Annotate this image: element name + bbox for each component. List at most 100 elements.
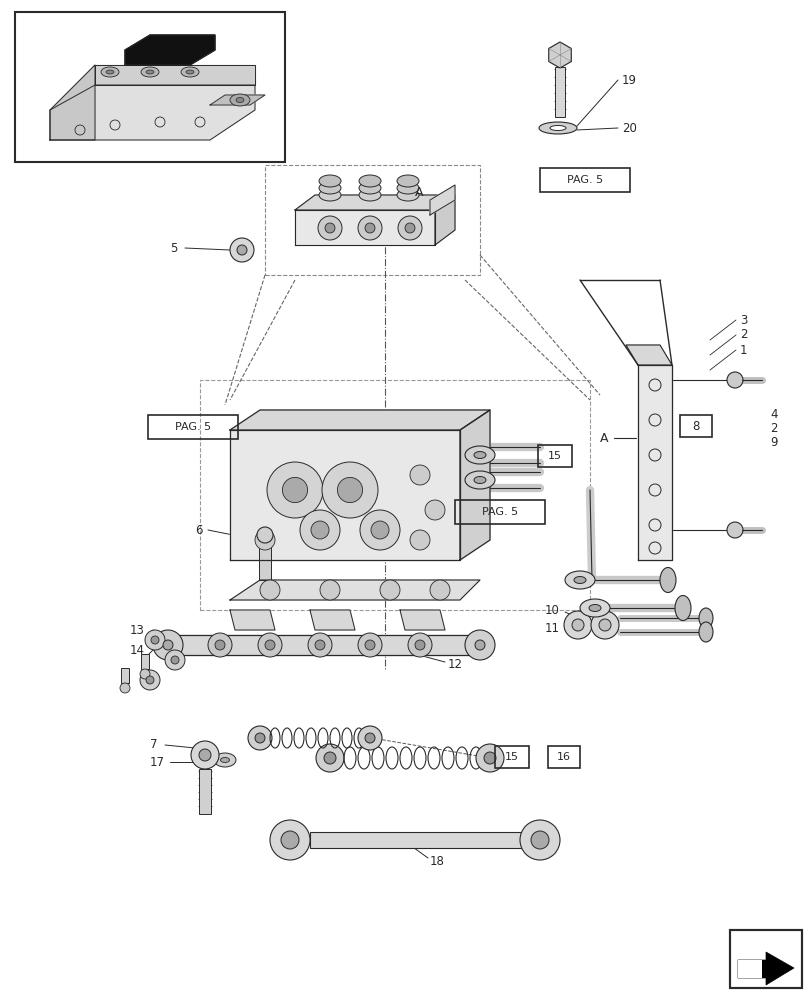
Bar [199,769,211,814]
Ellipse shape [397,189,418,201]
Circle shape [191,741,219,769]
Circle shape [410,530,430,550]
Polygon shape [230,610,275,630]
Ellipse shape [599,619,610,631]
Circle shape [365,640,375,650]
Circle shape [483,752,496,764]
Ellipse shape [163,640,173,650]
Polygon shape [50,65,95,140]
Polygon shape [435,195,454,245]
Ellipse shape [674,595,690,620]
Ellipse shape [319,182,341,194]
Ellipse shape [564,571,594,589]
Ellipse shape [230,94,250,106]
Text: 6: 6 [195,524,202,536]
Text: 9: 9 [769,436,777,450]
Circle shape [230,238,254,262]
Bar [15,12,285,162]
Ellipse shape [236,98,243,103]
Ellipse shape [146,70,154,74]
Text: 4: 4 [769,408,777,422]
Text: 2: 2 [769,422,777,436]
Text: 1: 1 [739,344,747,357]
Text: PAG. 5: PAG. 5 [566,175,603,185]
Circle shape [255,530,275,550]
Circle shape [257,527,272,543]
Text: 10: 10 [544,603,560,616]
Ellipse shape [181,67,199,77]
Bar [554,67,564,117]
Text: 11: 11 [544,621,560,634]
Polygon shape [294,195,454,210]
Ellipse shape [319,175,341,187]
Ellipse shape [590,611,618,639]
Bar [259,540,271,580]
Circle shape [380,580,400,600]
Circle shape [247,726,272,750]
Circle shape [267,462,323,518]
Circle shape [475,744,504,772]
Ellipse shape [186,70,194,74]
Circle shape [318,216,341,240]
Circle shape [215,640,225,650]
Text: 12: 12 [448,658,462,672]
Circle shape [139,669,150,679]
Bar [495,746,528,768]
Polygon shape [737,952,793,985]
Ellipse shape [221,758,230,762]
Bar [539,168,629,192]
Ellipse shape [397,182,418,194]
Ellipse shape [465,446,495,464]
Bar [538,445,571,467]
Polygon shape [637,365,672,560]
Text: 20: 20 [621,122,636,135]
Circle shape [199,749,211,761]
Circle shape [424,500,444,520]
Circle shape [359,510,400,550]
Ellipse shape [358,175,380,187]
Polygon shape [50,85,255,140]
Circle shape [405,223,414,233]
Bar [200,380,590,610]
Bar [679,415,711,437]
Circle shape [315,640,324,650]
Polygon shape [400,610,444,630]
Circle shape [120,683,130,693]
Polygon shape [625,345,672,365]
Circle shape [324,752,336,764]
Polygon shape [125,35,215,65]
Circle shape [237,245,247,255]
Circle shape [270,820,310,860]
Circle shape [371,521,388,539]
Polygon shape [230,410,489,430]
Ellipse shape [698,622,712,642]
Ellipse shape [588,604,600,611]
Circle shape [726,372,742,388]
Bar [121,668,129,683]
Text: 14: 14 [130,644,145,656]
Ellipse shape [141,67,159,77]
Circle shape [358,633,381,657]
Circle shape [311,521,328,539]
Circle shape [358,726,381,750]
Ellipse shape [573,576,586,584]
Ellipse shape [465,630,495,660]
Ellipse shape [474,452,486,458]
Text: 2: 2 [739,328,747,342]
Text: A: A [414,186,423,199]
Circle shape [307,633,332,657]
Circle shape [358,216,381,240]
Circle shape [397,216,422,240]
Polygon shape [460,410,489,560]
Circle shape [145,630,165,650]
Ellipse shape [152,630,182,660]
Circle shape [519,820,560,860]
Ellipse shape [659,568,676,592]
Ellipse shape [101,67,119,77]
Ellipse shape [465,471,495,489]
Ellipse shape [564,611,591,639]
Bar [729,930,801,988]
Circle shape [414,640,424,650]
Circle shape [320,580,340,600]
Circle shape [281,831,298,849]
